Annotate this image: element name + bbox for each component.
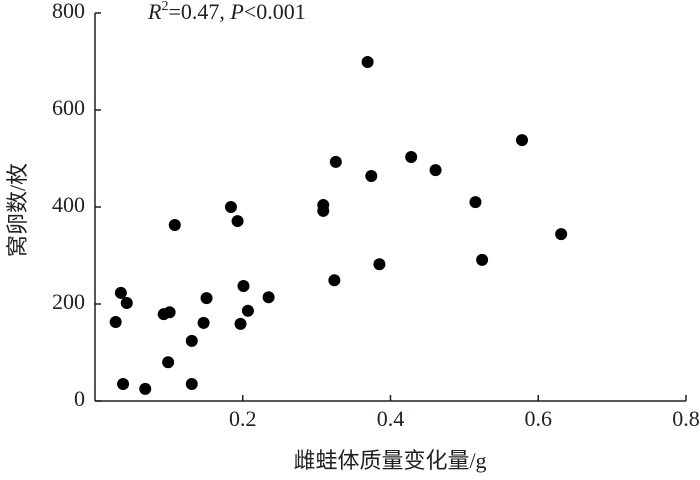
- x-tick-label: 0.8: [672, 406, 700, 431]
- point: [163, 306, 176, 319]
- point: [231, 215, 244, 228]
- point: [139, 382, 152, 395]
- x-tick-label: 0.4: [377, 406, 405, 431]
- x-axis-label: 雌蛙体质量变化量/g: [293, 448, 486, 473]
- point: [476, 253, 489, 266]
- point: [515, 134, 528, 147]
- point: [109, 315, 122, 328]
- point: [234, 317, 247, 330]
- y-tick-label: 200: [52, 289, 85, 314]
- annotation-part: P: [229, 0, 243, 24]
- annotation: R2=0.47, P<0.001: [147, 0, 306, 24]
- point: [469, 196, 482, 209]
- y-tick-label: 600: [52, 95, 85, 120]
- point: [365, 169, 378, 182]
- annotation-part: R: [147, 0, 162, 24]
- point: [114, 286, 127, 299]
- point: [237, 280, 250, 293]
- point: [168, 218, 181, 231]
- point: [329, 155, 342, 168]
- point: [429, 164, 442, 177]
- x-tick-label: 0.2: [229, 406, 257, 431]
- point: [405, 151, 418, 164]
- annotation-part: =0.47,: [168, 0, 230, 24]
- y-tick-label: 0: [74, 386, 85, 411]
- point: [555, 228, 568, 241]
- point: [373, 258, 386, 271]
- point: [197, 316, 210, 329]
- point: [200, 292, 213, 305]
- point: [185, 378, 198, 391]
- point: [328, 274, 341, 287]
- annotation-part: 2: [161, 0, 168, 14]
- point: [162, 356, 175, 369]
- point: [241, 304, 254, 317]
- y-tick-label: 800: [52, 0, 85, 23]
- y-axis-label: 窝卵数/枚: [5, 163, 30, 257]
- annotation-part: <0.001: [244, 0, 306, 24]
- point: [185, 334, 198, 347]
- y-tick-label: 400: [52, 192, 85, 217]
- point: [120, 297, 133, 310]
- x-tick-label: 0.6: [525, 406, 553, 431]
- point: [317, 204, 330, 217]
- point: [361, 55, 374, 68]
- point: [117, 378, 130, 391]
- point: [262, 291, 275, 304]
- point: [224, 201, 237, 213]
